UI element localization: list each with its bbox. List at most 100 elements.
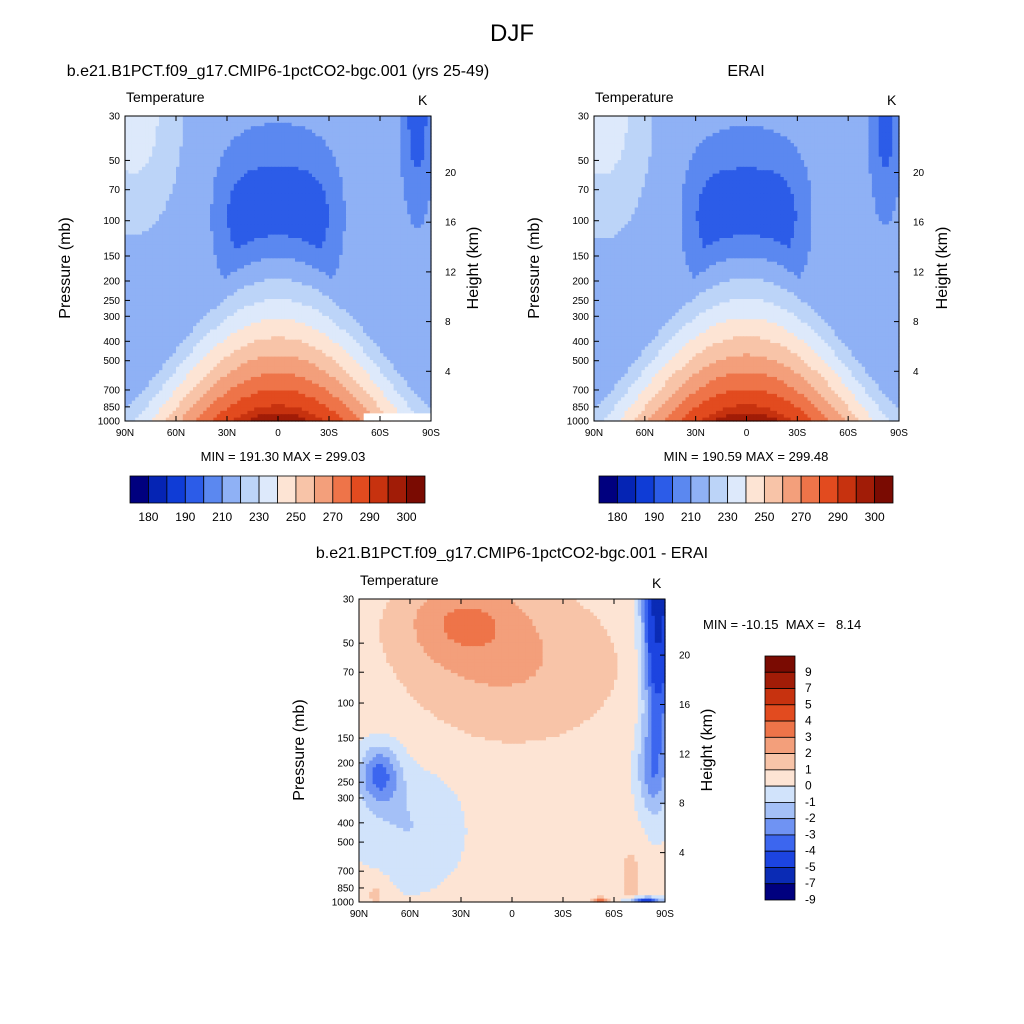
contour-cell [359, 126, 364, 131]
contour-cell [291, 119, 296, 124]
contour-cell [138, 214, 143, 219]
contour-cell [227, 139, 231, 144]
contour-cell [301, 170, 306, 175]
contour-cell [298, 200, 303, 205]
contour-cell [254, 160, 259, 165]
contour-cell [325, 210, 330, 215]
contour-cell [305, 129, 310, 134]
contour-cell [322, 190, 327, 195]
contour-cell [386, 187, 391, 192]
contour-cell [155, 160, 160, 165]
contour-cell [261, 156, 265, 161]
contour-cell [301, 180, 306, 185]
contour-cell [189, 163, 194, 168]
contour-cell [420, 173, 425, 178]
contour-cell [203, 126, 208, 131]
contour-cell [233, 190, 238, 195]
contour-cell [427, 116, 432, 120]
contour-cell [288, 143, 293, 148]
contour-cell [148, 146, 153, 151]
contour-cell [206, 177, 211, 181]
contour-cell [356, 143, 361, 148]
contour-cell [329, 200, 333, 205]
contour-cell [335, 143, 340, 148]
contour-cell [186, 170, 191, 175]
contour-cell [203, 217, 208, 222]
contour-cell [301, 146, 306, 151]
contour-cell [237, 143, 242, 148]
contour-cell [278, 143, 282, 148]
contour-cell [305, 132, 310, 137]
contour-cell [325, 221, 330, 226]
contour-cell [176, 210, 180, 215]
contour-cell [176, 153, 180, 158]
contour-cell [237, 166, 242, 171]
contour-cell [281, 207, 286, 212]
contour-cell [179, 136, 184, 141]
contour-cell [186, 180, 191, 185]
contour-cell [393, 214, 398, 219]
contour-cell [332, 163, 337, 168]
contour-cell [308, 116, 313, 120]
contour-cell [281, 197, 286, 202]
contour-cell [131, 210, 136, 215]
contour-cell [403, 217, 408, 222]
contour-cell [322, 197, 327, 202]
contour-cell [135, 207, 140, 212]
contour-cell [383, 160, 388, 165]
contour-cell [352, 221, 357, 226]
contour-cell [363, 129, 367, 134]
contour-cell [298, 190, 303, 195]
contour-cell [298, 153, 303, 158]
contour-cell [233, 116, 238, 120]
contour-cell [383, 190, 388, 195]
contour-cell [227, 210, 231, 215]
contour-cell [291, 197, 296, 202]
contour-cell [250, 163, 255, 168]
contour-cell [359, 160, 364, 165]
contour-cell [240, 166, 245, 171]
contour-cell [257, 146, 262, 151]
contour-cell [322, 116, 327, 120]
contour-cell [230, 139, 235, 144]
contour-cell [250, 183, 255, 188]
contour-cell [233, 143, 238, 148]
contour-cell [135, 156, 140, 161]
contour-cell [400, 197, 405, 202]
contour-cell [342, 143, 347, 148]
contour-cell [186, 177, 191, 181]
contour-cell [342, 136, 347, 141]
contour-cell [339, 119, 344, 124]
contour-cell [366, 166, 371, 171]
contour-cell [305, 217, 310, 222]
contour-cell [172, 210, 177, 215]
contour-cell [288, 173, 293, 178]
contour-cell [284, 207, 289, 212]
contour-cell [206, 183, 211, 188]
contour-cell [199, 153, 204, 158]
contour-cell [261, 170, 265, 175]
contour-cell [135, 187, 140, 192]
contour-cell [169, 183, 174, 188]
contour-cell [186, 143, 191, 148]
contour-cell [186, 139, 191, 144]
contour-cell [281, 139, 286, 144]
contour-cell [227, 190, 231, 195]
contour-cell [230, 214, 235, 219]
contour-cell [233, 166, 238, 171]
contour-cell [335, 221, 340, 226]
contour-cell [172, 183, 177, 188]
contour-cell [125, 197, 129, 202]
contour-cell [369, 210, 374, 215]
contour-cell [332, 197, 337, 202]
contour-cell [332, 160, 337, 165]
contour-cell [424, 156, 429, 161]
contour-cell [288, 166, 293, 171]
contour-cell [227, 156, 231, 161]
contour-cell [206, 122, 211, 127]
contour-cell [284, 197, 289, 202]
contour-cell [148, 153, 153, 158]
contour-cell [308, 183, 313, 188]
contour-cell [424, 146, 429, 151]
contour-cell [315, 136, 320, 141]
